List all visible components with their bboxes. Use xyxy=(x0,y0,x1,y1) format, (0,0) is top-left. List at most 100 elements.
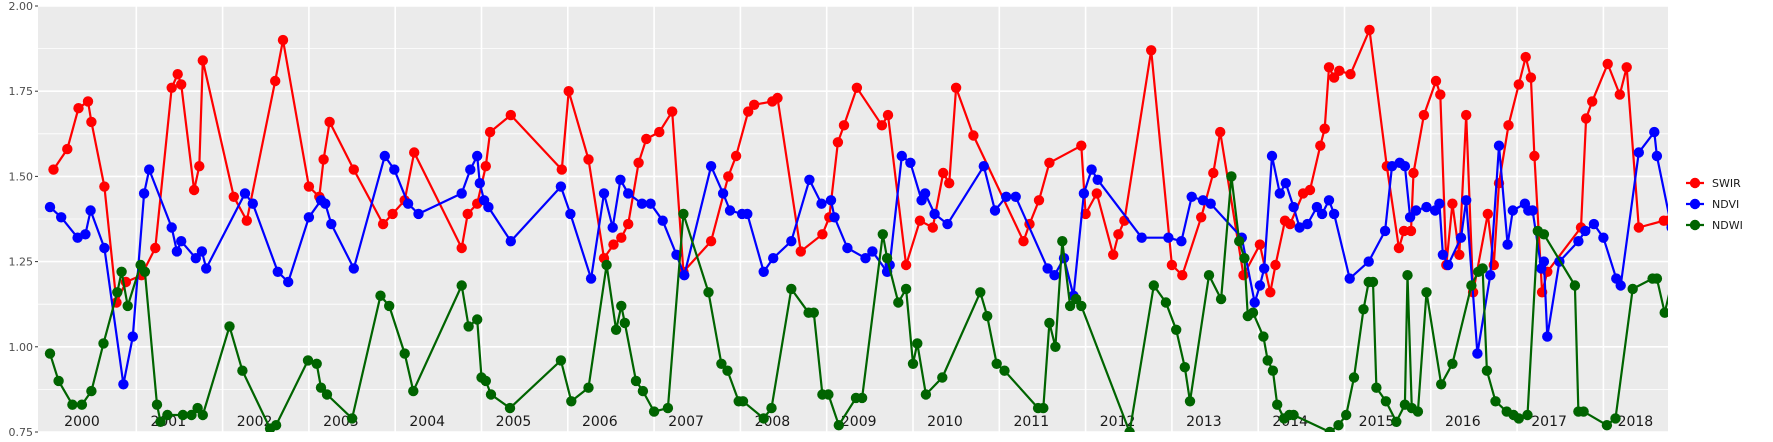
data-point-ndwi xyxy=(1044,317,1055,329)
data-point-ndvi xyxy=(1588,218,1600,230)
data-point-ndwi xyxy=(463,321,474,332)
data-point-ndvi xyxy=(413,208,424,220)
data-point-swir xyxy=(1529,150,1540,162)
data-point-ndvi xyxy=(402,198,414,209)
data-point-ndvi xyxy=(1434,198,1445,209)
data-point-ndwi xyxy=(1490,396,1501,407)
data-point-ndwi xyxy=(98,338,109,349)
data-point-ndwi xyxy=(1578,406,1589,417)
data-point-ndwi xyxy=(1358,304,1369,315)
data-point-ndwi xyxy=(315,382,327,393)
data-point-ndwi xyxy=(1695,294,1705,304)
data-point-swir xyxy=(480,161,491,172)
data-point-ndvi xyxy=(1711,270,1721,280)
data-point-ndvi xyxy=(1136,232,1147,243)
data-point-ndwi xyxy=(1171,324,1182,335)
data-point-swir xyxy=(1166,259,1178,271)
data-point-ndvi xyxy=(1410,205,1422,216)
data-point-ndwi xyxy=(566,396,577,407)
data-point-ndvi xyxy=(1323,195,1335,206)
data-point-ndwi xyxy=(610,324,622,335)
data-point-swir xyxy=(166,82,177,94)
data-point-ndvi xyxy=(919,188,931,199)
data-point-ndwi xyxy=(399,348,410,359)
data-point-swir xyxy=(277,34,289,46)
data-point-ndvi xyxy=(1688,301,1698,311)
data-point-swir xyxy=(938,167,949,179)
data-point-ndvi xyxy=(80,229,91,240)
data-point-swir xyxy=(1265,287,1276,298)
data-point-ndvi xyxy=(144,164,155,175)
data-point-ndwi xyxy=(1678,342,1688,352)
data-point-ndvi xyxy=(1538,256,1550,267)
data-point-ndwi xyxy=(1659,307,1668,318)
data-point-ndvi xyxy=(825,195,837,206)
data-point-ndwi xyxy=(856,392,868,404)
data-point-ndwi xyxy=(1258,331,1269,342)
data-point-swir xyxy=(1076,140,1087,151)
data-point-ndwi xyxy=(1341,409,1352,421)
data-point-ndwi xyxy=(122,300,133,312)
data-point-ndvi xyxy=(1344,273,1355,284)
data-point-ndwi xyxy=(504,402,516,414)
data-point-swir xyxy=(667,106,678,117)
data-point-ndvi xyxy=(742,208,753,220)
y-tick-label: 1.75 xyxy=(9,85,34,98)
data-point-swir xyxy=(1737,233,1747,243)
data-point-ndwi xyxy=(112,287,123,298)
data-point-swir xyxy=(1715,284,1725,294)
data-point-swir xyxy=(303,181,315,192)
data-point-ndwi xyxy=(1421,287,1432,298)
data-point-ndwi xyxy=(616,300,627,312)
data-point-swir xyxy=(1304,184,1316,196)
data-point-ndwi xyxy=(920,389,932,400)
data-point-ndvi xyxy=(239,188,251,199)
year-label-2006: 2006 xyxy=(582,414,618,430)
data-point-ndvi xyxy=(1615,280,1626,291)
data-point-ndvi xyxy=(1485,270,1496,281)
data-point-ndwi xyxy=(186,409,197,421)
data-point-swir xyxy=(1284,218,1296,230)
data-point-ndvi xyxy=(1259,263,1270,274)
legend: SWIR NDVI NDWI xyxy=(1686,177,1743,232)
data-point-ndvi xyxy=(1633,147,1645,158)
data-point-swir xyxy=(409,147,420,158)
data-point-swir xyxy=(817,229,828,240)
data-point-swir xyxy=(1668,236,1678,246)
data-point-ndvi xyxy=(1507,205,1519,216)
data-point-ndwi xyxy=(1701,239,1711,249)
data-point-ndvi xyxy=(472,150,483,162)
data-point-ndvi xyxy=(1740,270,1750,280)
data-point-swir xyxy=(387,208,398,220)
data-point-ndvi xyxy=(645,198,656,209)
legend-label-ndvi: NDVI xyxy=(1712,198,1739,211)
data-point-swir xyxy=(172,69,183,80)
data-point-swir xyxy=(1696,154,1706,164)
data-point-ndvi xyxy=(1328,208,1340,220)
data-point-swir xyxy=(1602,58,1613,70)
data-point-swir xyxy=(641,133,652,145)
data-point-ndwi xyxy=(1718,294,1728,304)
data-point-swir xyxy=(633,157,644,168)
data-point-ndvi xyxy=(860,253,871,264)
data-point-ndvi xyxy=(1163,232,1174,243)
year-label-2007: 2007 xyxy=(668,414,704,430)
data-point-ndwi xyxy=(375,290,386,301)
y-tick-label: 0.75 xyxy=(9,426,34,439)
data-point-ndwi xyxy=(1683,359,1693,369)
gridlines xyxy=(38,5,1668,433)
data-point-swir xyxy=(1482,208,1494,220)
data-point-swir xyxy=(583,154,594,165)
data-point-swir xyxy=(1709,137,1719,147)
data-point-ndwi xyxy=(346,413,358,424)
data-point-ndwi xyxy=(1601,420,1613,431)
data-point-ndwi xyxy=(1247,307,1259,318)
legend-key-marker xyxy=(1689,219,1701,231)
data-point-swir xyxy=(1033,195,1045,206)
data-point-swir xyxy=(99,181,110,192)
data-point-ndwi xyxy=(1333,420,1344,431)
data-point-ndwi xyxy=(1160,297,1172,308)
data-point-swir xyxy=(1587,96,1598,107)
data-point-ndwi xyxy=(999,365,1010,376)
data-point-ndvi xyxy=(905,157,916,168)
